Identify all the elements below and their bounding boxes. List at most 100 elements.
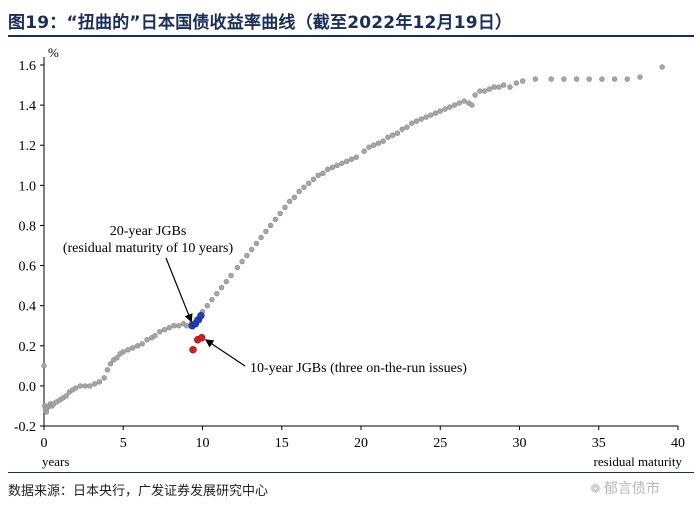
data-point-all [258, 234, 264, 241]
data-point-all [301, 184, 307, 191]
data-point-all [204, 302, 210, 309]
data-point-all [399, 126, 405, 132]
yield-curve-chart: -0.2 0.0 0.2 0.4 0.6 0.8 1.0 1.2 1.4 1.6 0 5 10 15 20 2… [14, 45, 685, 469]
data-point-all [413, 118, 420, 124]
data-point-jgb10 [198, 334, 206, 342]
data-point-all [253, 240, 260, 247]
figure-title: 图19：“扭曲的”日本国债收益率曲线（截至2022年12月19日） [8, 13, 513, 33]
chart-axes: -0.2 0.0 0.2 0.4 0.6 0.8 1.0 1.2 1.4 1.6 0 5 10 15 20 2… [14, 45, 685, 469]
data-point-all [82, 383, 88, 389]
data-point-all [491, 84, 497, 90]
data-point-all [223, 278, 229, 285]
data-point-all [348, 156, 355, 162]
data-point-all [418, 116, 424, 122]
data-point-all [41, 363, 47, 369]
data-point-all [183, 323, 190, 329]
annotation-20y-line2: (residual maturity of 10 years) [63, 241, 234, 256]
data-point-all [507, 84, 513, 90]
data-point-all [296, 188, 302, 195]
data-point-all [573, 76, 580, 82]
data-point-all [496, 84, 502, 90]
data-point-all [344, 158, 350, 164]
data-point-all [144, 337, 150, 343]
data-point-all [432, 110, 439, 116]
data-point-all [456, 100, 462, 106]
data-point-all [500, 82, 507, 88]
data-point-all [513, 80, 520, 86]
wechat-icon: ❁ [590, 482, 601, 497]
data-point-all [125, 347, 131, 353]
y-tick-label: 0.4 [19, 300, 37, 315]
chart-marks [41, 64, 665, 415]
chart-annotations: 20-year JGBs (residual maturity of 10 yea… [63, 224, 467, 376]
y-tick-label: 0.8 [19, 219, 37, 234]
y-tick-label: 1.2 [19, 139, 37, 154]
data-point-all [659, 64, 665, 70]
footer-divider [8, 472, 694, 473]
data-point-all [92, 381, 98, 387]
data-point-all [101, 375, 107, 381]
data-point-all [325, 166, 331, 172]
data-point-all [171, 323, 177, 329]
data-point-all [315, 172, 321, 179]
data-point-jgb10 [189, 346, 197, 354]
annotation-20y-arrow [165, 257, 193, 323]
data-point-all [310, 176, 317, 183]
data-point-all [394, 130, 401, 136]
annotation-10y-label: 10-year JGBs (three on-the-run issues) [250, 361, 467, 376]
data-point-all [139, 341, 145, 347]
data-point-all [409, 120, 415, 126]
data-point-all [461, 98, 467, 104]
data-point-all [532, 76, 539, 82]
data-point-all [72, 385, 79, 391]
data-point-all [157, 329, 163, 335]
data-point-all [334, 162, 340, 168]
data-point-all [469, 102, 475, 108]
x-tick-label: 15 [275, 436, 289, 451]
data-point-all [286, 198, 293, 205]
data-point-all [390, 132, 396, 138]
data-point-all [442, 106, 448, 112]
y-tick-label: 0.0 [19, 380, 37, 395]
x-axis-label-right: residual maturity [594, 454, 683, 469]
data-point-all [486, 86, 493, 92]
data-point-all [209, 296, 215, 303]
data-point-all [114, 355, 120, 361]
data-point-all [248, 246, 255, 253]
data-source-note: 数据来源：日本央行，广发证券发展研究中心 [8, 484, 269, 499]
data-point-all [267, 222, 274, 229]
x-axis-label-left: years [42, 454, 69, 469]
annotation-20y-line1: 20-year JGBs [110, 224, 187, 239]
data-point-all [624, 76, 630, 82]
y-tick-label: -0.2 [14, 420, 36, 435]
y-tick-label: 0.2 [19, 340, 37, 355]
data-point-all [451, 102, 458, 108]
data-point-all [370, 142, 377, 148]
data-point-all [366, 144, 372, 150]
data-point-all [272, 216, 279, 223]
data-point-all [130, 345, 136, 351]
data-point-all [291, 194, 298, 201]
data-point-all [329, 164, 336, 170]
data-point-all [77, 383, 84, 389]
data-point-all [176, 323, 182, 329]
data-point-all [339, 160, 345, 166]
data-point-jgb20 [197, 311, 205, 320]
data-point-all [353, 154, 359, 160]
y-tick-label: 1.4 [19, 99, 37, 114]
data-point-all [361, 148, 367, 154]
data-point-all [561, 76, 567, 82]
data-point-all [277, 210, 283, 217]
data-point-all [477, 88, 483, 94]
x-tick-label: 25 [433, 436, 447, 451]
data-point-all [107, 361, 114, 367]
x-tick-label: 0 [41, 436, 48, 451]
data-point-all [161, 327, 168, 333]
data-point-all [548, 76, 554, 82]
data-point-all [437, 108, 443, 114]
x-tick-label: 30 [513, 436, 527, 451]
data-point-all [481, 88, 488, 94]
annotation-10y-arrow [204, 339, 246, 367]
data-point-all [447, 104, 453, 110]
